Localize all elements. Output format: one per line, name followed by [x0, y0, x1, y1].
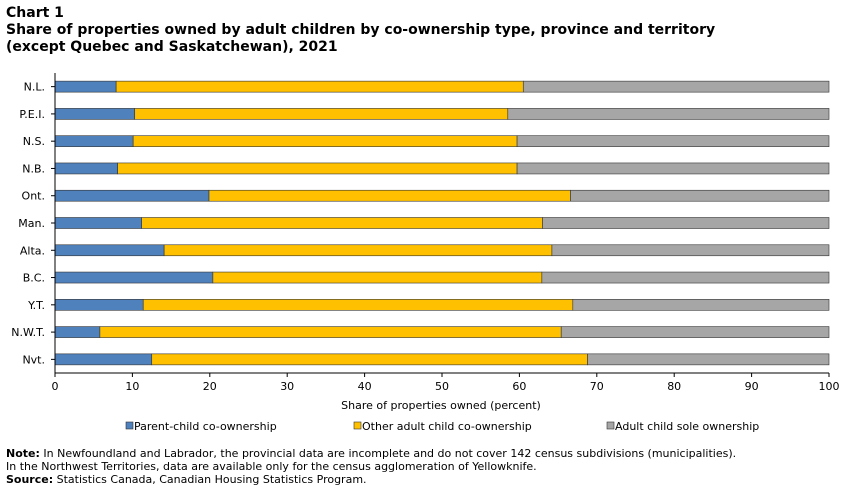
- x-tick-label: 70: [590, 380, 604, 393]
- bar-segment: [163, 244, 553, 257]
- y-tick-label: Man.: [18, 217, 45, 230]
- x-tick-label: 60: [512, 380, 526, 393]
- note-text-1: In Newfoundland and Labrador, the provin…: [39, 447, 737, 460]
- chart-title: Share of properties owned by adult child…: [6, 22, 716, 55]
- x-tick-label: 100: [819, 380, 840, 393]
- bar-segment: [54, 108, 136, 120]
- bar-segment: [54, 326, 101, 338]
- bar-segment: [541, 271, 830, 284]
- y-tick-label: Ont.: [22, 190, 45, 203]
- bar-segment: [54, 244, 165, 257]
- y-tick-label: P.E.I.: [19, 108, 45, 121]
- y-tick-label: N.B.: [22, 162, 45, 175]
- x-tick-label: 40: [358, 380, 372, 393]
- bar-segment: [572, 299, 830, 311]
- legend-swatch: [353, 421, 362, 430]
- bar-segment: [54, 353, 153, 366]
- note-line-1: Note: In Newfoundland and Labrador, the …: [6, 447, 841, 460]
- bar-segment: [141, 217, 543, 229]
- source-line: Source: Statistics Canada, Canadian Hous…: [6, 473, 841, 486]
- y-tick-label: Nvt.: [22, 353, 45, 366]
- bar-segment: [54, 162, 118, 175]
- x-tick-label: 10: [125, 380, 139, 393]
- bar-segment: [117, 162, 518, 175]
- legend-swatch: [606, 421, 615, 430]
- x-tick-label: 20: [203, 380, 217, 393]
- bars-layer: [54, 80, 830, 366]
- axis-layer: N.L. P.E.I. N.S. N.B. Ont. Man. Alta. B.C. Y.T. N…: [11, 73, 840, 393]
- bar-segment: [54, 271, 214, 284]
- bar-segment: [522, 80, 830, 93]
- bar-segment: [516, 135, 830, 147]
- source-text: Statistics Canada, Canadian Housing Stat…: [53, 473, 367, 486]
- bar-segment: [54, 80, 117, 93]
- bar-segment: [587, 353, 830, 366]
- x-tick-label: 50: [435, 380, 449, 393]
- source-label: Source:: [6, 473, 54, 486]
- bar-segment: [212, 271, 543, 284]
- y-tick-label: B.C.: [23, 272, 45, 285]
- bar-segment: [551, 244, 830, 257]
- x-axis-title: Share of properties owned (percent): [341, 399, 541, 412]
- bar-segment: [570, 189, 830, 202]
- bar-segment: [507, 108, 830, 120]
- bar-segment: [132, 135, 518, 147]
- y-tick-label: Alta.: [20, 244, 45, 257]
- bar-segment: [99, 326, 562, 338]
- legend-label: Parent-child co-ownership: [134, 420, 277, 433]
- y-tick-label: Y.T.: [27, 299, 45, 312]
- bar-segment: [54, 299, 144, 311]
- x-tick-label: 30: [280, 380, 294, 393]
- legend-swatch: [125, 421, 134, 430]
- y-tick-label: N.W.T.: [11, 326, 45, 339]
- y-tick-label: N.L.: [24, 81, 45, 94]
- y-tick-label: N.S.: [23, 135, 45, 148]
- legend-label: Other adult child co-ownership: [362, 420, 532, 433]
- note-label: Note:: [6, 447, 40, 460]
- bar-segment: [54, 217, 142, 229]
- bar-segment: [516, 162, 830, 175]
- bar-segment: [542, 217, 830, 229]
- bar-segment: [134, 108, 509, 120]
- bar-segment: [151, 353, 588, 366]
- chart-label: Chart 1: [6, 5, 64, 21]
- bar-segment: [54, 135, 134, 147]
- x-tick-label: 90: [745, 380, 759, 393]
- bar-segment: [115, 80, 524, 93]
- bar-segment: [208, 189, 571, 202]
- notes: Note: In Newfoundland and Labrador, the …: [6, 447, 841, 486]
- legend: Parent-child co-ownership Other adult chi…: [125, 420, 759, 433]
- bar-segment: [142, 299, 574, 311]
- legend-label: Adult child sole ownership: [615, 420, 759, 433]
- x-tick-label: 80: [667, 380, 681, 393]
- bar-segment: [54, 189, 210, 202]
- x-tick-label: 0: [52, 380, 59, 393]
- bar-segment: [560, 326, 830, 338]
- chart-heading: Chart 1 Share of properties owned by adu…: [6, 5, 841, 56]
- note-line-2: In the Northwest Territories, data are a…: [6, 460, 537, 473]
